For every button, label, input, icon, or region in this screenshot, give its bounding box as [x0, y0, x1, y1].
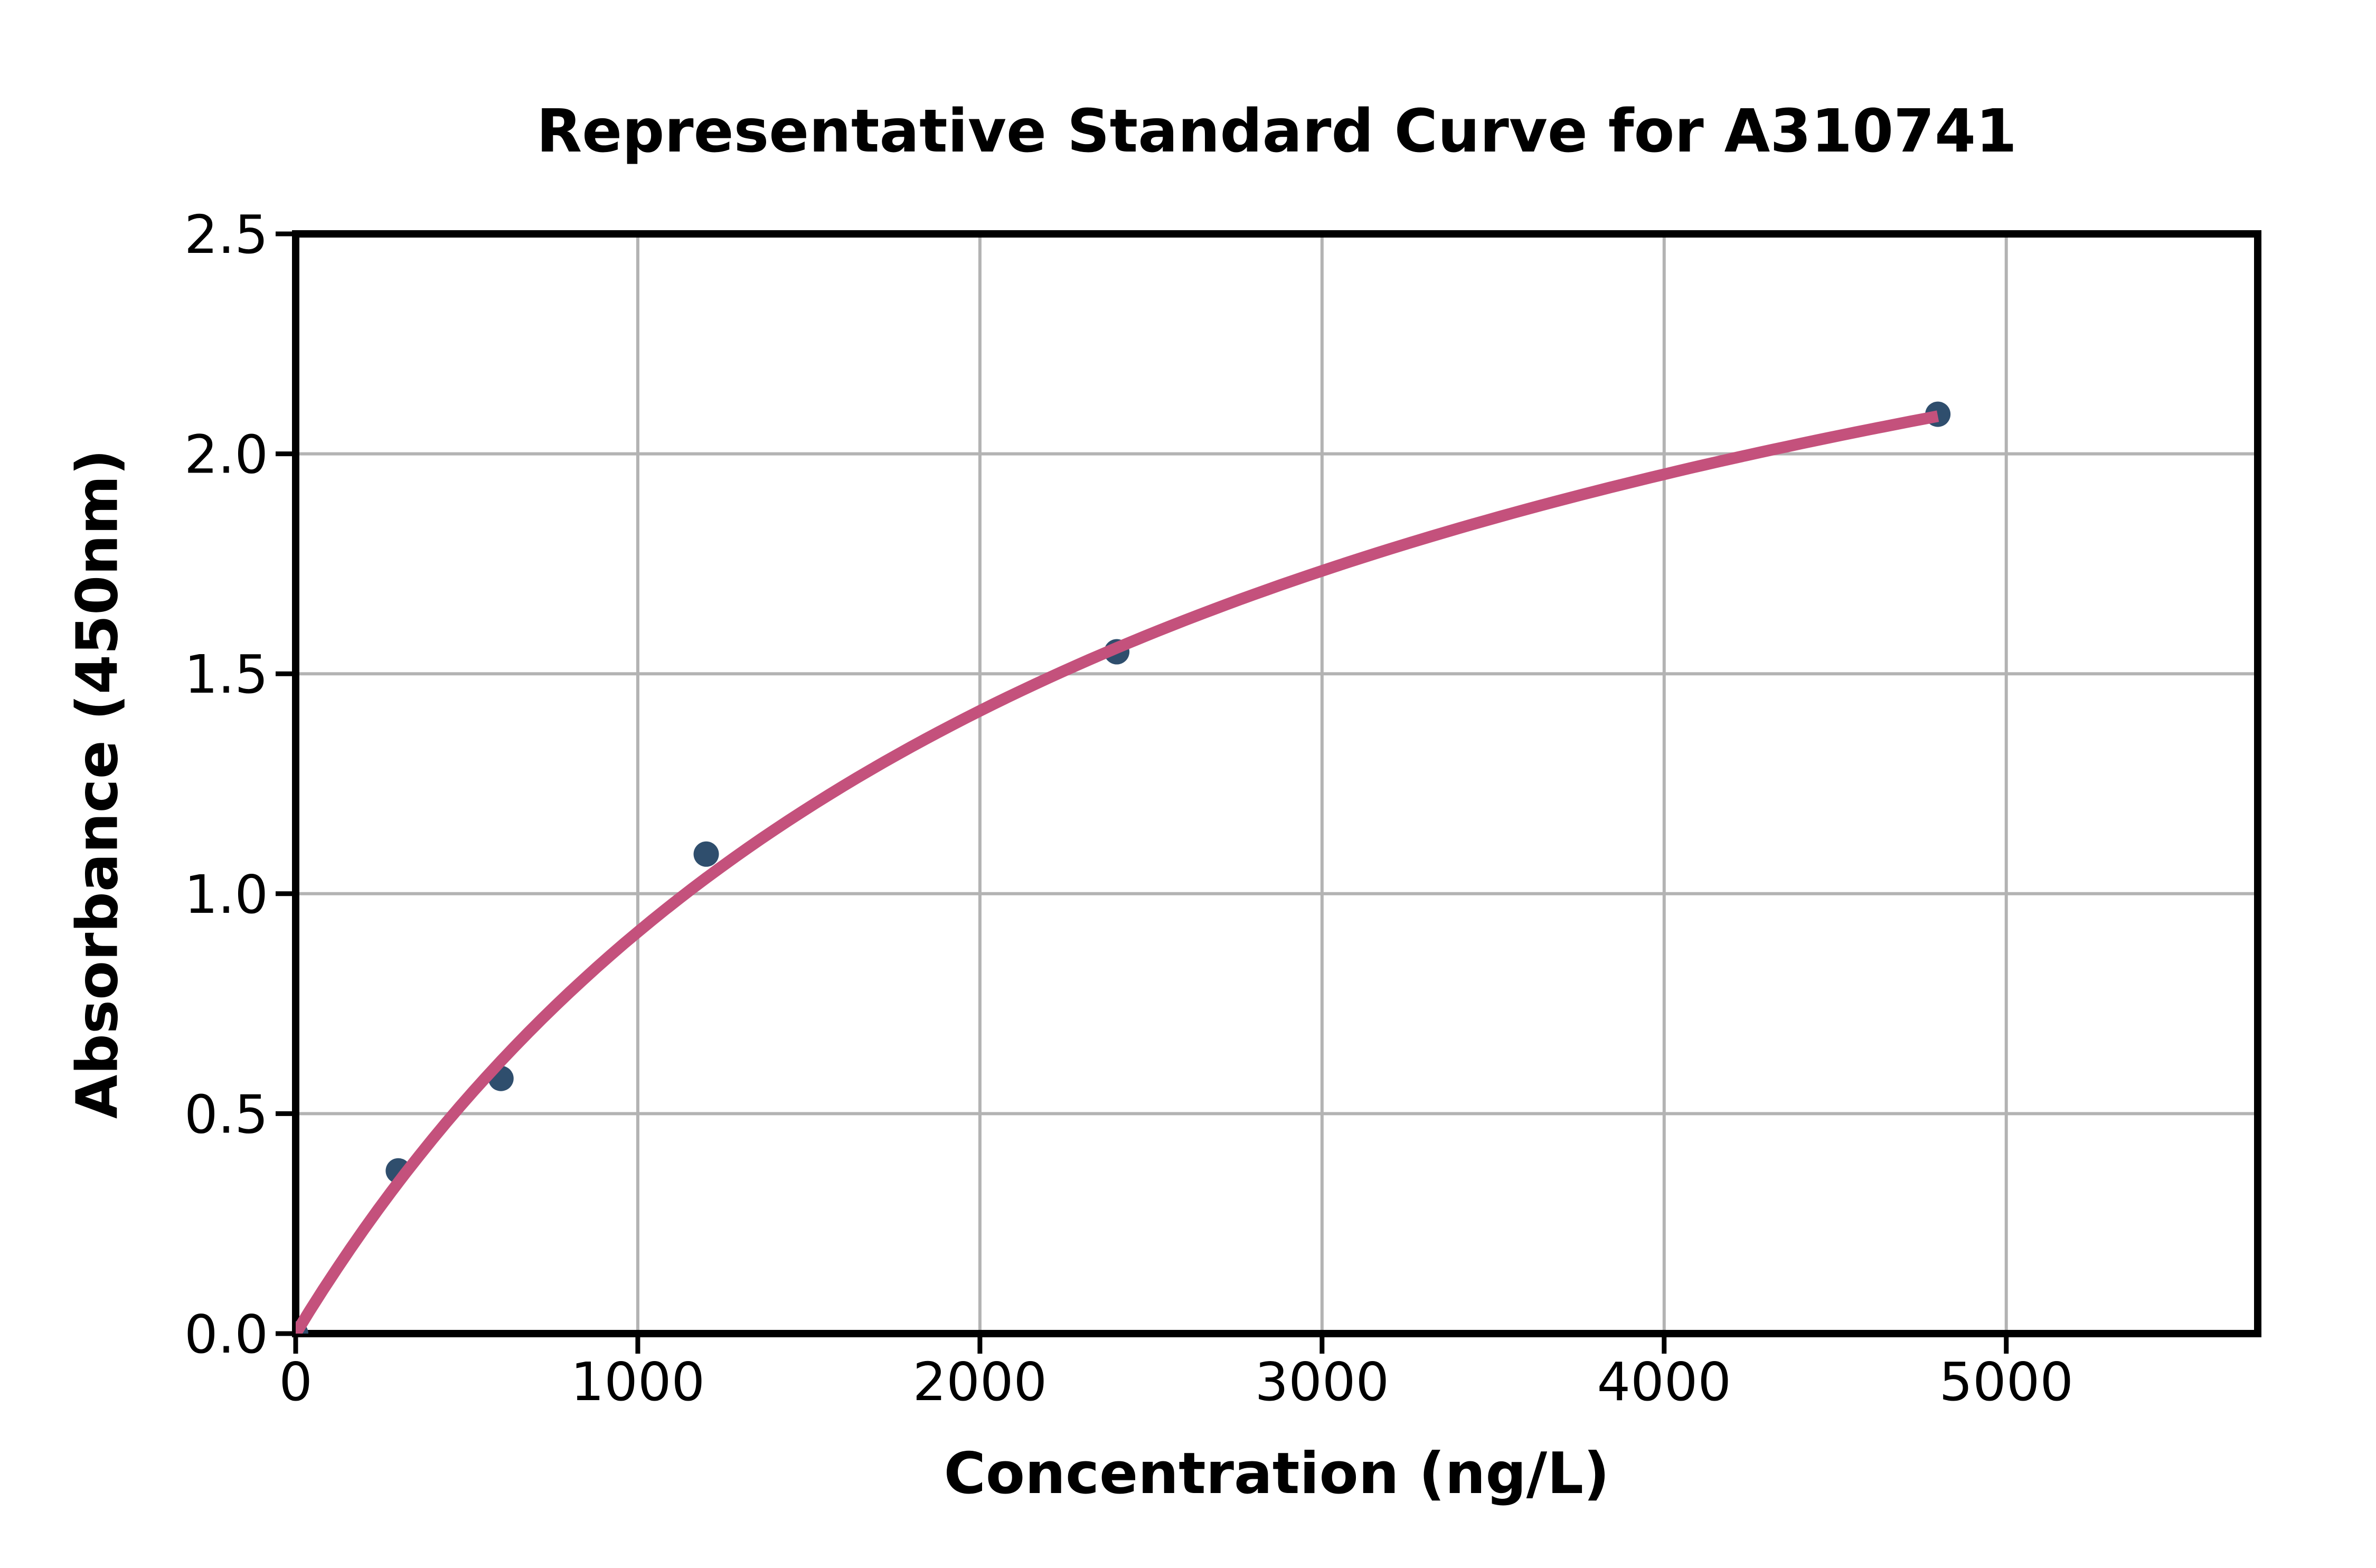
gridlines	[296, 234, 2258, 1334]
y-tick-label: 0.5	[184, 1083, 268, 1145]
data-point-marker	[693, 841, 719, 867]
y-axis-label: Absorbance (450nm)	[65, 449, 131, 1119]
y-tick-label: 1.0	[184, 864, 268, 925]
x-tick-label: 2000	[913, 1351, 1048, 1413]
x-tick-label: 3000	[1255, 1351, 1390, 1413]
y-tick-labels: 0.0 0.5 1.0 1.5 2.0 2.5	[184, 204, 268, 1365]
x-tick-label: 0	[279, 1351, 313, 1413]
axis-ticks	[276, 231, 2009, 1354]
y-tick-label: 2.0	[184, 424, 268, 486]
y-tick-label: 0.0	[184, 1303, 268, 1365]
data-points	[296, 401, 1951, 1334]
x-tick-label: 5000	[1939, 1351, 2074, 1413]
x-axis-label: Concentration (ng/L)	[944, 1441, 1610, 1507]
plot-border	[292, 230, 2261, 1337]
x-tick-label: 1000	[571, 1351, 705, 1413]
fit-curve-line	[296, 410, 1939, 1334]
y-tick-label: 1.5	[184, 644, 268, 705]
chart-title: Representative Standard Curve for A31074…	[536, 97, 2017, 166]
x-tick-label: 4000	[1597, 1351, 1732, 1413]
y-tick-label: 2.5	[184, 204, 268, 266]
x-tick-labels: 0 1000 2000 3000 4000 5000	[279, 1351, 2073, 1413]
